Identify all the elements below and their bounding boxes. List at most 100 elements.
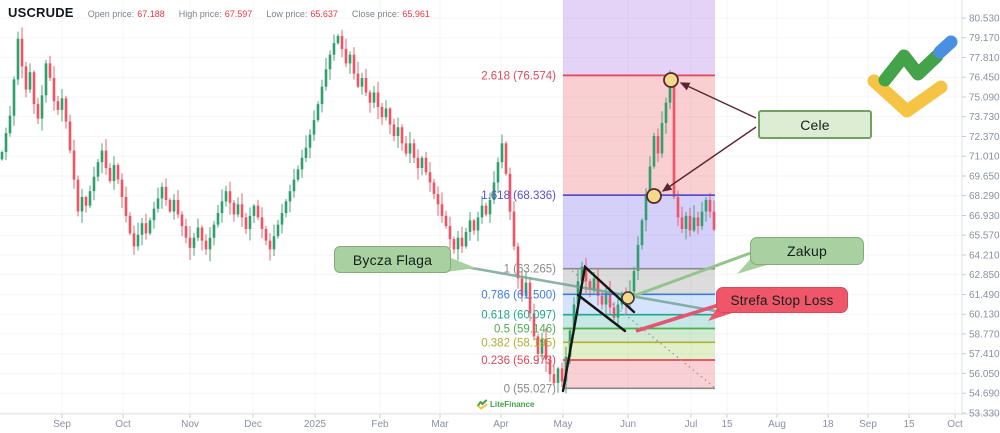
candle [232,202,236,215]
candle [388,108,392,125]
candle [696,217,700,227]
candle [144,223,148,234]
stat-value: 65.637 [310,9,338,19]
candle [328,54,332,70]
target-marker-2618[interactable] [663,72,679,88]
logo-blue-tip [933,35,958,59]
candle [84,197,88,206]
candle [164,186,168,200]
stat-value: 65.961 [402,9,430,19]
candle [224,191,228,202]
targets-label[interactable]: Cele [758,110,872,139]
candle [688,215,692,231]
candle [380,107,384,118]
candle [28,72,32,90]
candle [468,220,472,232]
fib-level-label: 0.382 (58.195) [481,337,556,349]
fib-level-label: 0.786 (61.500) [481,289,556,301]
candle [32,72,36,105]
candle [220,201,224,213]
x-axis-label: 18 [822,419,834,430]
candle [544,339,548,360]
candle [112,165,116,182]
fib-level-label: 1 (63.265) [504,264,557,276]
candle [664,102,668,123]
candle [0,152,4,160]
candle [532,313,536,337]
candle [424,157,428,173]
candle [376,92,380,107]
candle [40,95,44,119]
candle [244,217,248,229]
candle [280,213,284,225]
candle [400,127,404,144]
y-axis-label: 60.130 [969,310,1000,321]
y-axis-label: 62.850 [969,270,1000,281]
x-axis-label: Jul [685,419,698,430]
entry-marker[interactable] [621,291,635,305]
x-axis-label: Jun [620,419,636,430]
candle [384,108,388,118]
candle [360,78,364,87]
candle [640,220,644,245]
candle [204,240,208,250]
candle [348,54,352,64]
candle [364,78,368,93]
candle [56,101,60,110]
stop-loss-pointer-line[interactable] [635,302,723,333]
candle [472,220,476,231]
candle [592,278,596,290]
candle [268,240,272,250]
candle [496,162,500,183]
bull-flag-drawing-lower-line[interactable] [576,293,627,333]
candle [672,79,676,197]
candle [20,38,24,67]
candle [104,150,108,168]
buy-pointer-line[interactable] [627,249,757,300]
bull-flag-drawing-pole[interactable] [561,264,636,393]
watermark: LiteFinance [476,398,534,410]
x-axis-label: Mar [431,419,449,430]
y-axis[interactable]: 80.530 79.170 77.810 76.450 75.090 73.730 72.3… [962,14,1000,420]
candle [556,368,560,383]
candle [76,179,80,212]
candle [332,43,336,55]
stat-label: Low price: [266,9,308,19]
candle [460,237,464,247]
candle [188,237,192,248]
candle [504,143,508,174]
candle [416,157,420,168]
candle [168,199,172,212]
y-axis-label: 66.930 [969,211,1000,222]
candle [644,194,648,221]
target-arrow-2[interactable] [661,126,757,192]
candle [572,304,576,331]
y-axis-label: 69.650 [969,172,1000,183]
candle [272,236,276,250]
candle [616,304,620,318]
candle [476,217,480,231]
x-axis[interactable]: Sep Oct Nov Dec 2025 Feb Mar Apr May Jun Jul 15 Aug 1… [53,414,963,430]
fib-level-label: 0 (55.027) [504,383,557,395]
target-marker-1618[interactable] [646,188,662,204]
candle [216,213,220,225]
candle [552,374,556,383]
fib-level-label: 0.5 (59.146) [494,324,556,336]
buy-label[interactable]: Zakup [750,237,864,265]
candle [480,205,484,218]
target-arrow-1[interactable] [679,82,757,119]
gridlines [0,0,962,413]
candle [136,234,140,247]
candle [288,191,292,202]
candle [88,191,92,206]
candle [292,179,296,192]
y-axis-label: 54.690 [969,389,1000,400]
stop-loss-zone-label[interactable]: Strefa Stop Loss [716,287,848,313]
stat-value: 67.188 [137,9,165,19]
candle [700,211,704,227]
bull-flag-label[interactable]: Bycza Flaga [334,246,451,273]
y-axis-label: 56.050 [969,369,1000,380]
fib-level-labels: 2.618 (76.574) 1.618 (68.336) 1 (63.265) 0.… [481,70,556,395]
